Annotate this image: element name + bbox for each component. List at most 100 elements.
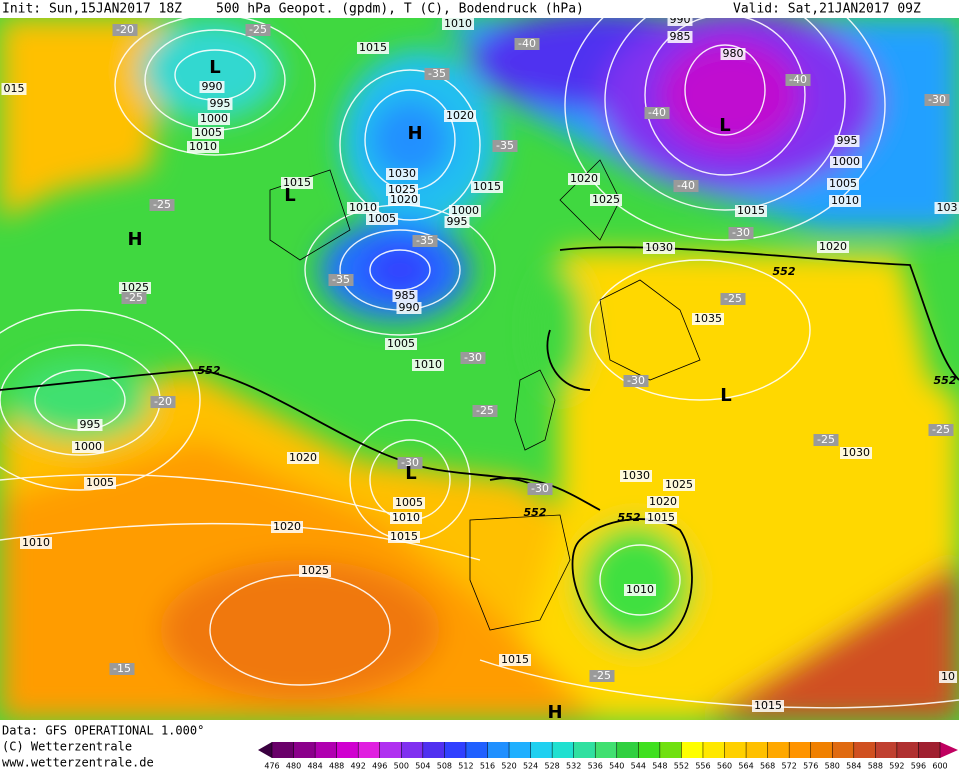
footer-copyright: (C) Wetterzentrale (2, 740, 132, 754)
isobar-label-bg (392, 290, 418, 302)
colorbar-cell (422, 742, 445, 758)
colorbar-label: 572 (782, 762, 797, 770)
temp-label-bg (112, 24, 138, 36)
colorbar-label: 580 (825, 762, 840, 770)
isobar-label-bg (72, 441, 104, 453)
temp-label-bg (109, 663, 135, 675)
isobar-label: 1000 (832, 155, 860, 168)
temp-label-bg (149, 199, 175, 211)
header-title: 500 hPa Geopot. (gpdm), T (C), Bodendruc… (216, 2, 584, 17)
isobar-label: 1020 (273, 520, 301, 533)
temp-label-bg (412, 235, 438, 247)
height-label: 552 (934, 374, 957, 387)
pressure-center: L (284, 185, 295, 206)
isobar-label: 1020 (289, 451, 317, 464)
colorbar-cell (401, 742, 424, 758)
colorbar-label: 556 (695, 762, 710, 770)
isobar-label-bg (386, 184, 418, 196)
isobar-label: 103 (937, 201, 958, 214)
isobar-label-bg (388, 531, 420, 543)
colorbar-cell (379, 742, 402, 758)
contour-552 (0, 246, 959, 651)
isobar-label: 995 (837, 134, 858, 147)
temperature-label: -25 (817, 433, 835, 446)
colorbar-cell (896, 742, 919, 758)
height-label: 552 (198, 364, 221, 377)
colorbar-label: 516 (480, 762, 495, 770)
colorbar-cell (724, 742, 747, 758)
colorbar-label: 520 (501, 762, 516, 770)
colorbar-cell (336, 742, 359, 758)
temp-label-bg (424, 68, 450, 80)
isobar-label: 1015 (390, 530, 418, 543)
isobar-label: 1005 (194, 126, 222, 139)
colorbar-cell (746, 742, 769, 758)
temperature-label: -15 (113, 662, 131, 675)
colorbar-cell (832, 742, 855, 758)
isobar-label: 1030 (842, 446, 870, 459)
isobar-label-bg (299, 565, 331, 577)
temp-label-bg (928, 424, 954, 436)
isobar-label-bg (817, 241, 849, 253)
isobar-label: 1015 (501, 653, 529, 666)
isobar-label-bg (829, 195, 861, 207)
isobar-label-bg (444, 216, 470, 228)
temp-label-bg (472, 405, 498, 417)
isobar-label-bg (499, 654, 531, 666)
isobar-label-bg (119, 282, 151, 294)
temp-label-bg (150, 396, 176, 408)
isobar-label: 1015 (647, 511, 675, 524)
temperature-label: -30 (732, 226, 750, 239)
temperature-label: -25 (932, 423, 950, 436)
temp-label-bg (514, 38, 540, 50)
temp-label-bg (460, 352, 486, 364)
isobar-label-bg (830, 156, 862, 168)
isobar-label-bg (1, 83, 27, 95)
colorbar-label: 480 (286, 762, 301, 770)
isobar-label: 1010 (831, 194, 859, 207)
isobar-label: 1000 (200, 112, 228, 125)
colorbar-cell (875, 742, 898, 758)
height-label: 552 (524, 506, 547, 519)
colorbar-cell (509, 742, 532, 758)
temp-label-bg (720, 293, 746, 305)
colorbar-cell (573, 742, 596, 758)
isobar-label-bg (663, 479, 695, 491)
isobar-label-bg (187, 141, 219, 153)
isobar-label: 985 (395, 289, 416, 302)
isobar-label: 1030 (388, 167, 416, 180)
isobar-label: 1005 (387, 337, 415, 350)
isobar-label: 1025 (301, 564, 329, 577)
temp-label-bg (527, 483, 553, 495)
isobar-label-bg (199, 81, 225, 93)
temperature-label: -40 (518, 37, 536, 50)
colorbar-cell (853, 742, 876, 758)
isobar-label: 1020 (819, 240, 847, 253)
isobar-label-bg (667, 31, 693, 43)
isobar-label-bg (192, 127, 224, 139)
isobar-label: 1005 (86, 476, 114, 489)
pressure-center: L (720, 385, 731, 406)
isobar-label-bg (442, 18, 474, 30)
colorbar-label: 476 (264, 762, 279, 770)
temperature-label: -35 (428, 67, 446, 80)
isobar-label: 1020 (570, 172, 598, 185)
temperature-label: -30 (464, 351, 482, 364)
isobar-label-bg (752, 700, 784, 712)
isobar-label: 995 (447, 215, 468, 228)
isobar-label: 015 (4, 82, 25, 95)
isobar-label: 1015 (283, 176, 311, 189)
isobar-label: 1030 (622, 469, 650, 482)
colorbar-label: 548 (652, 762, 667, 770)
isobar-label-bg (449, 205, 481, 217)
isobar-label-bg (386, 168, 418, 180)
isobar-label-bg (366, 213, 398, 225)
colorbar-cell (681, 742, 704, 758)
temp-label-bg (121, 292, 147, 304)
isobar-label-bg (643, 242, 675, 254)
temp-label-bg (728, 227, 754, 239)
temperature-label: -25 (153, 198, 171, 211)
isobar-label-bg (390, 512, 422, 524)
height-label: 552 (618, 511, 641, 524)
temperature-label: -35 (332, 273, 350, 286)
